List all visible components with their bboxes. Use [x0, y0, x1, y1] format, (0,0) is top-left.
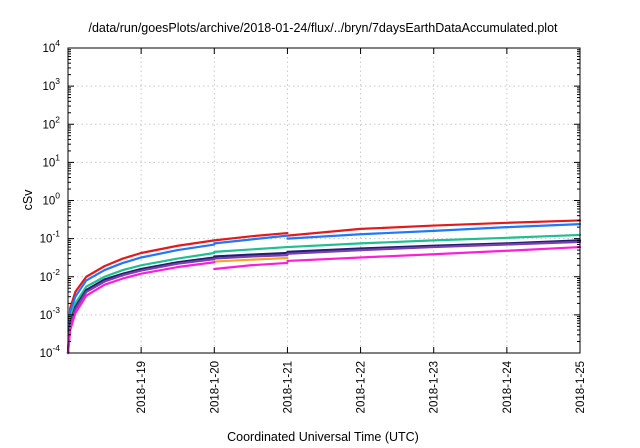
y-tick-label: 104 — [42, 38, 60, 55]
grid — [68, 48, 580, 353]
series-line-blue-early — [66, 243, 216, 355]
x-tick-label: 2018-1-25 — [575, 361, 587, 413]
series-line-red-early — [66, 239, 216, 355]
series-line-red-late — [286, 219, 582, 237]
series-line-teal-early — [66, 251, 216, 355]
y-tick-label: 100 — [42, 191, 60, 208]
x-tick-label: 2018-1-19 — [136, 361, 148, 413]
series-line-purple-late — [286, 240, 582, 255]
y-tick-label: 10-1 — [40, 229, 61, 246]
y-tick-label: 10-4 — [40, 343, 61, 360]
series-line-blue-late — [286, 223, 582, 240]
x-tick-label: 2018-1-21 — [282, 361, 294, 413]
y-axis-label: cSv — [21, 189, 35, 211]
chart-title: /data/run/goesPlots/archive/2018-01-24/f… — [88, 21, 558, 35]
series-line-teal-late — [286, 233, 582, 249]
series-line-red-segment — [213, 231, 289, 242]
x-tick-label: 2018-1-20 — [209, 361, 221, 413]
series-line-blue-segment — [213, 234, 289, 245]
y-tick-label: 10-2 — [40, 267, 61, 284]
x-tick-label: 2018-1-23 — [429, 361, 441, 413]
series-line-orange-segment — [213, 256, 289, 263]
y-tick-label: 103 — [42, 76, 60, 93]
series-line-navy-segment — [213, 251, 289, 258]
series-line-teal-segment — [213, 245, 289, 253]
series-layer — [66, 219, 582, 355]
x-tick-label: 2018-1-22 — [356, 361, 368, 413]
series-line-magenta-late — [286, 245, 582, 263]
series-line-purple-early — [66, 258, 216, 355]
x-tick-label: 2018-1-24 — [502, 360, 514, 413]
axis-ticks: 10-4 10-3 10-2 10-1 100 101 102 103 104 2018-1-19… — [40, 38, 587, 413]
series-line-purple-segment — [213, 253, 289, 260]
series-line-navy-late — [286, 239, 582, 253]
y-tick-label: 102 — [42, 114, 60, 131]
series-line-magenta-early — [66, 261, 216, 355]
y-tick-label: 101 — [42, 152, 60, 169]
x-axis-label: Coordinated Universal Time (UTC) — [227, 430, 419, 444]
y-tick-label: 10-3 — [40, 305, 61, 322]
series-line-magenta-segment — [213, 261, 289, 271]
